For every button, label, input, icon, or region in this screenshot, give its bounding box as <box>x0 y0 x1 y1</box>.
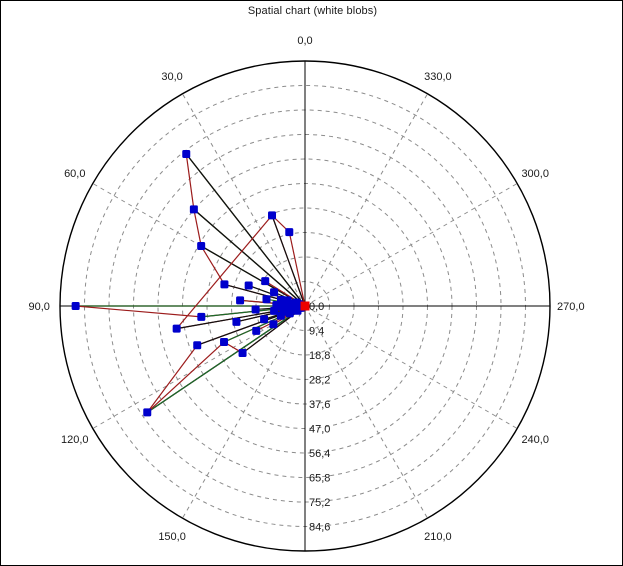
svg-text:30,0: 30,0 <box>161 71 182 83</box>
svg-text:75,2: 75,2 <box>309 497 330 509</box>
radial-tick-labels: 0,0 9,4 18,8 28,2 37,6 47,0 56,4 65,8 75,2 84,6 <box>309 301 330 534</box>
page-title: Spatial chart (white blobs) <box>247 5 378 17</box>
svg-text:0,0: 0,0 <box>297 35 312 47</box>
svg-text:47,0: 47,0 <box>309 424 330 436</box>
svg-text:150,0: 150,0 <box>158 531 186 543</box>
data-points <box>71 150 310 417</box>
svg-text:18,8: 18,8 <box>309 350 330 362</box>
data-lines <box>75 153 306 413</box>
svg-text:270,0: 270,0 <box>557 301 585 313</box>
svg-text:60,0: 60,0 <box>64 168 85 180</box>
svg-text:28,2: 28,2 <box>309 375 330 387</box>
svg-text:300,0: 300,0 <box>521 168 549 180</box>
svg-text:84,6: 84,6 <box>309 522 330 534</box>
svg-text:9,4: 9,4 <box>309 326 324 338</box>
svg-text:330,0: 330,0 <box>424 71 452 83</box>
svg-text:0,0: 0,0 <box>309 301 324 313</box>
angular-tick-labels: 0,030,060,090,0120,0150,0180,0210,0240,0… <box>28 35 585 543</box>
svg-text:56,4: 56,4 <box>309 448 330 460</box>
svg-text:65,8: 65,8 <box>309 473 330 485</box>
svg-text:240,0: 240,0 <box>521 434 549 446</box>
svg-text:37,6: 37,6 <box>309 399 330 411</box>
svg-text:120,0: 120,0 <box>61 434 89 446</box>
svg-text:210,0: 210,0 <box>424 531 452 543</box>
svg-text:90,0: 90,0 <box>28 301 49 313</box>
